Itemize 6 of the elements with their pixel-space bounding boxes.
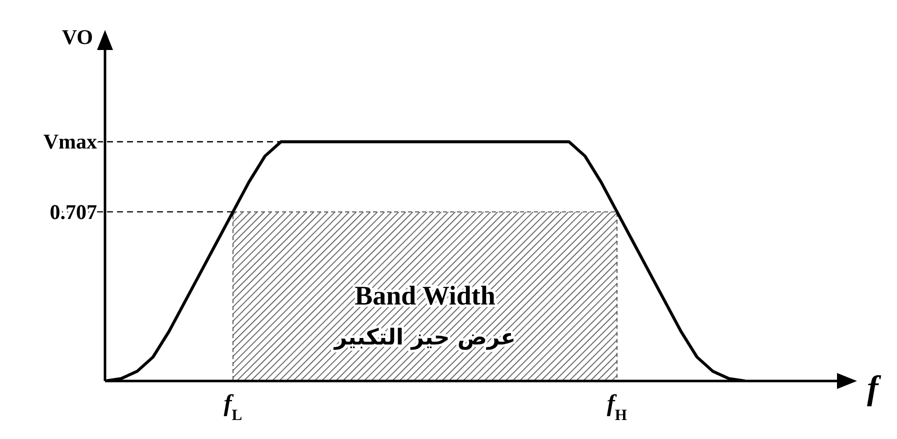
x-axis-title: f: [867, 370, 882, 407]
ref-line-label: Vmax: [43, 130, 98, 154]
ref-line-label: 0.707: [50, 200, 97, 224]
y-axis-title: VO: [62, 25, 93, 49]
x-tick-label: f$_{H}$: [606, 391, 628, 424]
x-tick-label: f$_{L}$: [224, 391, 242, 424]
